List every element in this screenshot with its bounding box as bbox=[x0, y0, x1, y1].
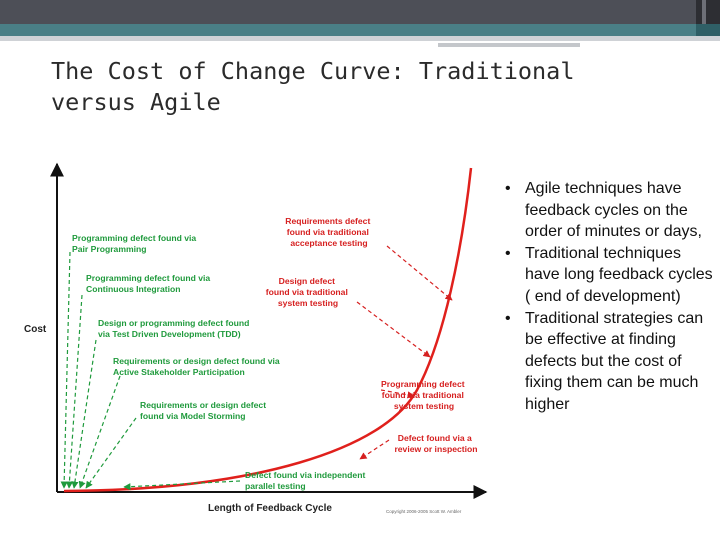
annotation-model-storming: Requirements or design defect found via … bbox=[140, 400, 268, 421]
accent-band bbox=[0, 24, 720, 36]
copyright-note: Copyright 2006-2005 Scott W. Ambler bbox=[386, 509, 462, 514]
arrow-programming-system-testing bbox=[380, 389, 415, 399]
annotation-independent-testing: Defect found via independent parallel te… bbox=[245, 470, 368, 491]
annotation-design-system-testing: Design defect found via traditional syst… bbox=[266, 276, 351, 308]
slide-title: The Cost of Change Curve: Traditional ve… bbox=[51, 57, 575, 116]
annotation-programming-system-testing: Programming defect found via traditional… bbox=[381, 379, 467, 411]
arrow-pair-programming bbox=[60, 251, 71, 489]
annotation-acceptance-testing: Requirements defect found via traditiona… bbox=[285, 216, 372, 248]
x-axis-label: Length of Feedback Cycle bbox=[208, 503, 332, 514]
annotation-continuous-integration: Programming defect found via Continuous … bbox=[86, 273, 213, 294]
bullet-text: Agile techniques have feedback cycles on… bbox=[525, 180, 702, 241]
y-axis-label: Cost bbox=[24, 324, 47, 335]
bullet-list: • Agile techniques have feedback cycles o… bbox=[500, 178, 715, 416]
arrow-acceptance-testing bbox=[386, 245, 453, 301]
arrow-review-inspection bbox=[359, 439, 390, 460]
accent-band-corner bbox=[696, 24, 720, 36]
divider-band bbox=[0, 36, 720, 41]
top-band-corner-stripe bbox=[702, 0, 706, 24]
cost-curve bbox=[63, 167, 473, 493]
bullet-text: Traditional strategies can be effective … bbox=[525, 309, 704, 413]
annotation-tdd: Design or programming defect found via T… bbox=[98, 318, 252, 339]
arrow-model-storming bbox=[85, 417, 137, 489]
top-band bbox=[0, 0, 720, 24]
annotation-stakeholder-participation: Requirements or design defect found via … bbox=[113, 356, 282, 377]
bullet-item: • Traditional strategies can be effective… bbox=[505, 309, 704, 413]
arrow-tdd bbox=[71, 339, 97, 489]
bullet-item: • Traditional techniques have long feedba… bbox=[505, 244, 713, 305]
arrow-stakeholder-participation bbox=[78, 375, 121, 489]
bullet-item: • Agile techniques have feedback cycles o… bbox=[505, 180, 702, 241]
annotation-review-inspection: Defect found via a review or inspection bbox=[394, 433, 477, 454]
cost-of-change-figure: Cost Length of Feedback Cycle Copyright … bbox=[24, 162, 488, 514]
top-band-corner bbox=[696, 0, 720, 24]
arrow-continuous-integration bbox=[65, 294, 83, 489]
bullet-text: Traditional techniques have long feedbac… bbox=[525, 244, 713, 305]
arrow-independent-testing bbox=[123, 480, 241, 491]
annotation-pair-programming: Programming defect found via Pair Progra… bbox=[72, 233, 199, 254]
arrow-design-system-testing bbox=[356, 301, 431, 358]
divider-segment bbox=[438, 43, 580, 47]
